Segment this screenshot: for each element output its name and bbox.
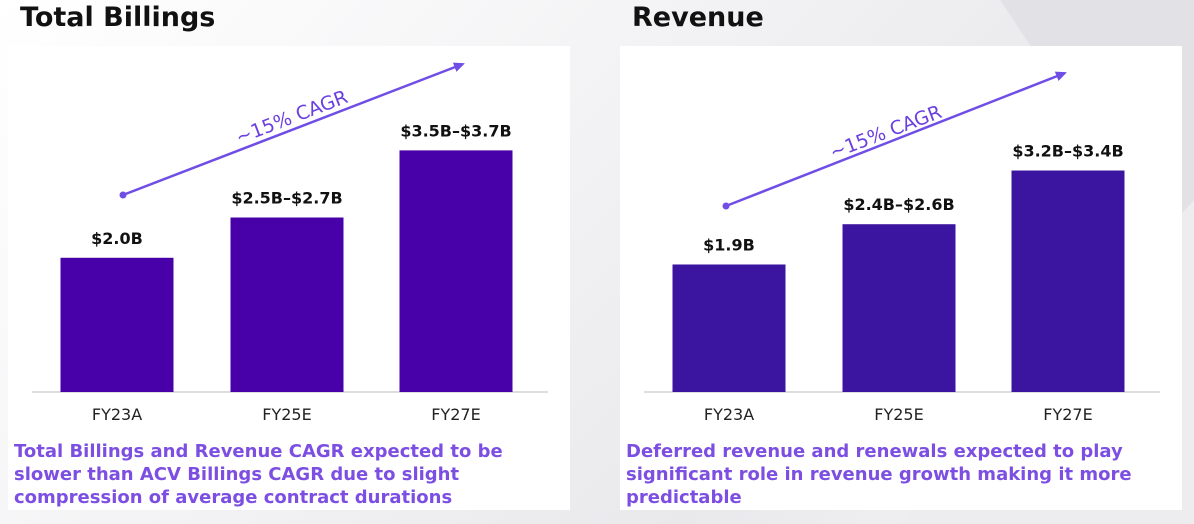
revenue-bar-fy27e bbox=[1011, 170, 1125, 392]
revenue-tick-label-fy25e: FY25E bbox=[874, 405, 923, 424]
billings-cagr-arrow bbox=[119, 62, 465, 199]
billings-bar-fy23a bbox=[60, 257, 174, 392]
revenue-data-label-fy25e: $2.4B–$2.6B bbox=[843, 195, 954, 214]
revenue-chart: ~15% CAGR $1.9B FY23A $2.4B–$2.6B FY25E $3.2… bbox=[644, 71, 1160, 424]
revenue-title: Revenue bbox=[632, 2, 764, 33]
revenue-bar-fy25e bbox=[842, 224, 956, 392]
billings-title: Total Billings bbox=[20, 2, 216, 33]
billings-bar-fy25e bbox=[230, 217, 344, 392]
billings-data-label-fy25e: $2.5B–$2.7B bbox=[231, 189, 342, 208]
billings-card: ~15% CAGR $2.0B FY23A $2.5B–$2.7B FY25E $3.5… bbox=[8, 46, 570, 510]
revenue-bar-fy23a bbox=[672, 264, 786, 392]
revenue-cagr-label: ~15% CAGR bbox=[827, 101, 945, 164]
revenue-tick-label-fy27e: FY27E bbox=[1043, 405, 1092, 424]
revenue-note: Deferred revenue and renewals expected t… bbox=[626, 441, 1132, 508]
billings-bar-fy27e bbox=[399, 150, 513, 392]
revenue-data-label-fy27e: $3.2B–$3.4B bbox=[1012, 142, 1123, 161]
revenue-card: ~15% CAGR $1.9B FY23A $2.4B–$2.6B FY25E $3.2… bbox=[620, 46, 1182, 510]
billings-note: Total Billings and Revenue CAGR expected… bbox=[14, 441, 503, 508]
billings-data-label-fy27e: $3.5B–$3.7B bbox=[400, 121, 511, 140]
billings-bars: $2.0B FY23A $2.5B–$2.7B FY25E $3.5B–$3.7B FY2… bbox=[60, 121, 513, 424]
billings-tick-label-fy25e: FY25E bbox=[262, 405, 311, 424]
billings-cagr-label: ~15% CAGR bbox=[233, 86, 351, 149]
revenue-tick-label-fy23a: FY23A bbox=[704, 405, 754, 424]
billings-chart: ~15% CAGR $2.0B FY23A $2.5B–$2.7B FY25E $3.5… bbox=[32, 62, 548, 424]
revenue-bars: $1.9B FY23A $2.4B–$2.6B FY25E $3.2B–$3.4B FY2… bbox=[672, 142, 1125, 424]
revenue-data-label-fy23a: $1.9B bbox=[703, 235, 755, 254]
revenue-cagr-arrow bbox=[722, 71, 1067, 210]
billings-data-label-fy23a: $2.0B bbox=[91, 229, 143, 248]
billings-tick-label-fy27e: FY27E bbox=[431, 405, 480, 424]
billings-tick-label-fy23a: FY23A bbox=[92, 405, 142, 424]
